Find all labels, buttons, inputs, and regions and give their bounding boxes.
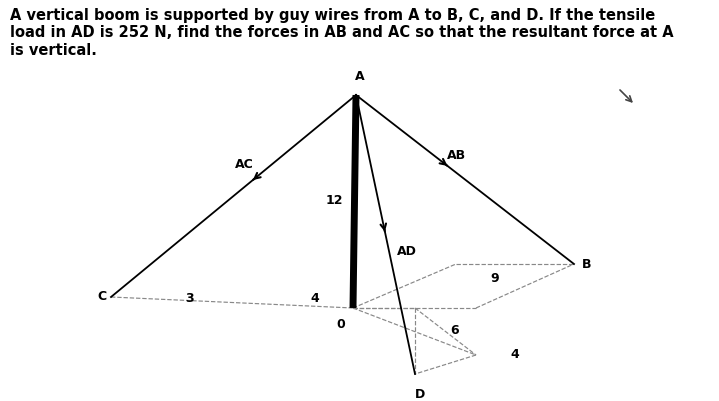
Text: B: B xyxy=(582,257,592,271)
Text: 3: 3 xyxy=(186,292,194,305)
Text: C: C xyxy=(97,290,106,304)
Text: A vertical boom is supported by guy wires from A to B, C, and D. If the tensile
: A vertical boom is supported by guy wire… xyxy=(10,8,674,58)
Text: 12: 12 xyxy=(326,194,343,207)
Text: 4: 4 xyxy=(510,348,518,361)
Text: 4: 4 xyxy=(311,292,319,305)
Text: AC: AC xyxy=(234,158,253,171)
Text: AD: AD xyxy=(396,245,416,258)
Text: 6: 6 xyxy=(450,324,459,336)
Text: 0: 0 xyxy=(336,318,345,331)
Text: A: A xyxy=(355,70,365,83)
Text: 9: 9 xyxy=(490,271,498,284)
Text: D: D xyxy=(415,388,425,401)
Text: AB: AB xyxy=(446,149,466,162)
